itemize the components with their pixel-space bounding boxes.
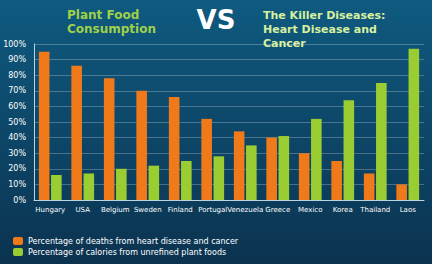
svg-text:Mexico: Mexico: [298, 206, 322, 214]
svg-text:0%: 0%: [13, 196, 26, 205]
svg-text:90%: 90%: [8, 55, 26, 64]
svg-text:Thailand: Thailand: [359, 206, 390, 214]
svg-text:10%: 10%: [8, 180, 26, 189]
svg-text:Venezuela: Venezuela: [227, 206, 263, 214]
svg-text:Finland: Finland: [168, 206, 193, 214]
svg-text:Belgium: Belgium: [101, 206, 130, 214]
svg-text:Plant Food: Plant Food: [67, 8, 143, 22]
svg-text:Laos: Laos: [400, 206, 416, 214]
svg-text:100%: 100%: [3, 40, 26, 49]
svg-text:20%: 20%: [8, 164, 26, 173]
svg-text:Sweden: Sweden: [134, 206, 162, 214]
svg-text:Portugal: Portugal: [198, 206, 227, 214]
svg-text:60%: 60%: [8, 102, 26, 111]
svg-text:40%: 40%: [8, 133, 26, 142]
svg-text:Percentage of deaths from hear: Percentage of deaths from heart disease …: [28, 237, 239, 246]
svg-text:VS: VS: [197, 5, 236, 35]
svg-text:Hungary: Hungary: [35, 206, 65, 214]
svg-text:80%: 80%: [8, 71, 26, 80]
svg-text:The Killer Diseases:: The Killer Diseases:: [263, 9, 389, 22]
svg-text:Percentage of calories from un: Percentage of calories from unrefined pl…: [28, 248, 226, 257]
svg-text:USA: USA: [76, 206, 91, 214]
svg-text:30%: 30%: [8, 149, 26, 158]
svg-text:Korea: Korea: [333, 206, 353, 214]
svg-text:Heart Disease and: Heart Disease and: [263, 23, 381, 36]
svg-text:50%: 50%: [8, 118, 26, 127]
svg-text:Consumption: Consumption: [67, 22, 156, 36]
svg-text:Greece: Greece: [265, 206, 290, 214]
svg-text:Cancer: Cancer: [263, 37, 306, 50]
svg-text:70%: 70%: [8, 86, 26, 95]
